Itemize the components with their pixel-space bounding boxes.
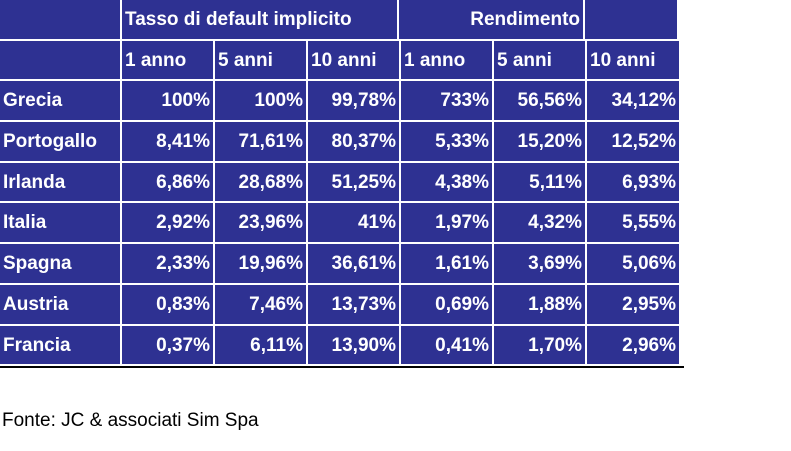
country-cell: Spagna — [0, 244, 120, 283]
table-row: Grecia 100% 100% 99,78% 733% 56,56% 34,1… — [0, 81, 684, 122]
value-cell: 0,41% — [401, 325, 492, 365]
table-row: Italia 2,92% 23,96% 41% 1,97% 4,32% 5,55… — [0, 203, 684, 244]
value-cell: 1,97% — [401, 203, 492, 243]
table-row: Spagna 2,33% 19,96% 36,61% 1,61% 3,69% 5… — [0, 244, 684, 285]
sub-header-default-5y: 5 anni — [215, 40, 306, 80]
value-cell: 2,95% — [587, 284, 679, 324]
value-cell: 80,37% — [308, 122, 399, 161]
country-cell: Grecia — [0, 81, 120, 121]
value-cell: 1,70% — [494, 325, 585, 365]
table-row: Irlanda 6,86% 28,68% 51,25% 4,38% 5,11% … — [0, 162, 684, 204]
value-cell: 12,52% — [587, 122, 679, 161]
country-cell: Irlanda — [0, 162, 120, 202]
value-cell: 6,11% — [215, 325, 306, 365]
group-header-yield: Rendimento — [399, 0, 583, 39]
group-header-default-rate: Tasso di default implicito — [122, 0, 397, 39]
corner-cell — [0, 0, 120, 39]
value-cell: 23,96% — [215, 203, 306, 243]
value-cell: 71,61% — [215, 122, 306, 161]
value-cell: 7,46% — [215, 284, 306, 324]
sub-header-row: 1 anno 5 anni 10 anni 1 anno 5 anni 10 a… — [0, 40, 684, 82]
sub-header-yield-1y: 1 anno — [401, 40, 492, 80]
sub-header-corner — [0, 40, 120, 80]
value-cell: 8,41% — [122, 122, 213, 161]
country-cell: Portogallo — [0, 122, 120, 161]
value-cell: 3,69% — [494, 244, 585, 283]
value-cell: 41% — [308, 203, 399, 243]
value-cell: 99,78% — [308, 81, 399, 121]
value-cell: 28,68% — [215, 162, 306, 202]
sub-header-default-1y: 1 anno — [122, 40, 213, 80]
value-cell: 2,33% — [122, 244, 213, 283]
value-cell: 100% — [122, 81, 213, 121]
value-cell: 34,12% — [587, 81, 679, 121]
value-cell: 100% — [215, 81, 306, 121]
value-cell: 0,83% — [122, 284, 213, 324]
country-cell: Austria — [0, 284, 120, 324]
group-header-row: Tasso di default implicito Rendimento — [0, 0, 684, 41]
sub-header-yield-5y: 5 anni — [494, 40, 585, 80]
value-cell: 4,32% — [494, 203, 585, 243]
table-row: Francia 0,37% 6,11% 13,90% 0,41% 1,70% 2… — [0, 325, 684, 367]
value-cell: 13,73% — [308, 284, 399, 324]
source-note: Fonte: JC & associati Sim Spa — [2, 410, 259, 431]
data-table: Tasso di default implicito Rendimento 1 … — [0, 0, 684, 369]
value-cell: 51,25% — [308, 162, 399, 202]
value-cell: 0,69% — [401, 284, 492, 324]
value-cell: 2,92% — [122, 203, 213, 243]
value-cell: 5,33% — [401, 122, 492, 161]
value-cell: 5,55% — [587, 203, 679, 243]
value-cell: 733% — [401, 81, 492, 121]
value-cell: 6,93% — [587, 162, 679, 202]
value-cell: 15,20% — [494, 122, 585, 161]
group-header-empty — [585, 0, 677, 39]
value-cell: 19,96% — [215, 244, 306, 283]
value-cell: 5,06% — [587, 244, 679, 283]
table-row: Portogallo 8,41% 71,61% 80,37% 5,33% 15,… — [0, 122, 684, 163]
country-cell: Italia — [0, 203, 120, 243]
country-cell: Francia — [0, 325, 120, 365]
table-row: Austria 0,83% 7,46% 13,73% 0,69% 1,88% 2… — [0, 284, 684, 326]
value-cell: 13,90% — [308, 325, 399, 365]
value-cell: 1,88% — [494, 284, 585, 324]
value-cell: 6,86% — [122, 162, 213, 202]
sub-header-yield-10y: 10 anni — [587, 40, 679, 80]
value-cell: 4,38% — [401, 162, 492, 202]
value-cell: 2,96% — [587, 325, 679, 365]
value-cell: 5,11% — [494, 162, 585, 202]
value-cell: 36,61% — [308, 244, 399, 283]
sub-header-default-10y: 10 anni — [308, 40, 399, 80]
value-cell: 0,37% — [122, 325, 213, 365]
value-cell: 56,56% — [494, 81, 585, 121]
value-cell: 1,61% — [401, 244, 492, 283]
